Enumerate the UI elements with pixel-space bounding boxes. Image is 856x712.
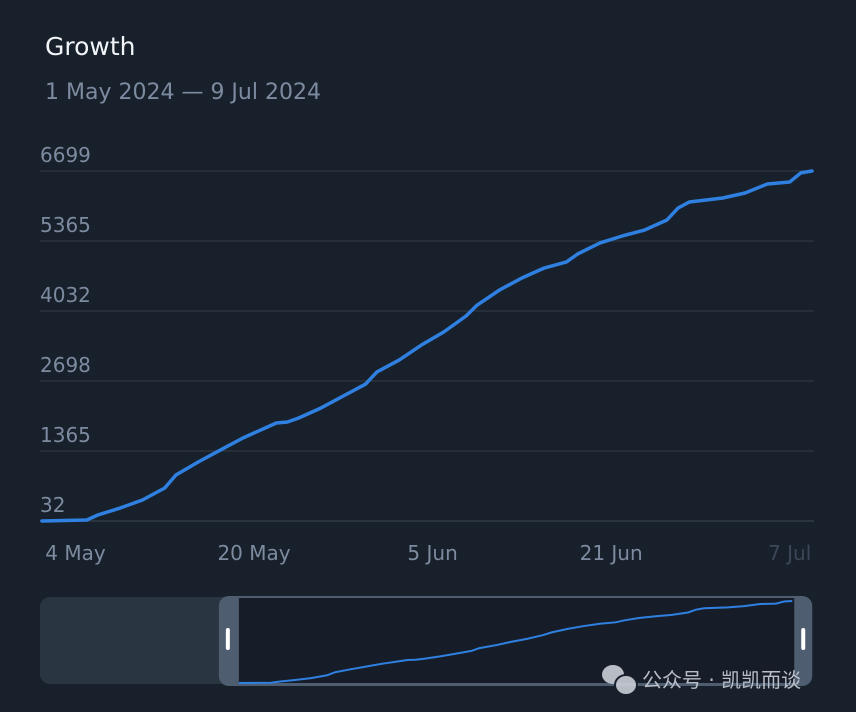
y-tick-label: 5365 [40, 213, 91, 237]
x-tick-label: 21 Jun [580, 541, 643, 565]
y-tick-label: 1365 [40, 423, 91, 447]
series-line [40, 169, 814, 523]
navigator-right-handle[interactable] [801, 628, 806, 650]
navigator-series-line [238, 600, 793, 684]
navigator-left-handle[interactable] [225, 628, 230, 650]
range-navigator[interactable] [40, 596, 813, 686]
x-tick-label: 7 Jul [768, 541, 811, 565]
watermark: 公众号 · 凯凯而谈 [602, 664, 802, 696]
wechat-icon [602, 664, 638, 696]
chart-title: Growth [45, 32, 136, 61]
navigator-unselected-area [40, 597, 247, 684]
y-tick-label: 32 [40, 493, 65, 517]
y-tick-label: 2698 [40, 353, 91, 377]
x-tick-label: 20 May [217, 541, 290, 565]
watermark-text: 公众号 · 凯凯而谈 [642, 668, 802, 692]
y-tick-label: 6699 [40, 143, 91, 167]
y-tick-label: 4032 [40, 283, 91, 307]
date-range: 1 May 2024 — 9 Jul 2024 [45, 80, 321, 105]
x-tick-label: 4 May [45, 541, 106, 565]
x-tick-label: 5 Jun [407, 541, 457, 565]
